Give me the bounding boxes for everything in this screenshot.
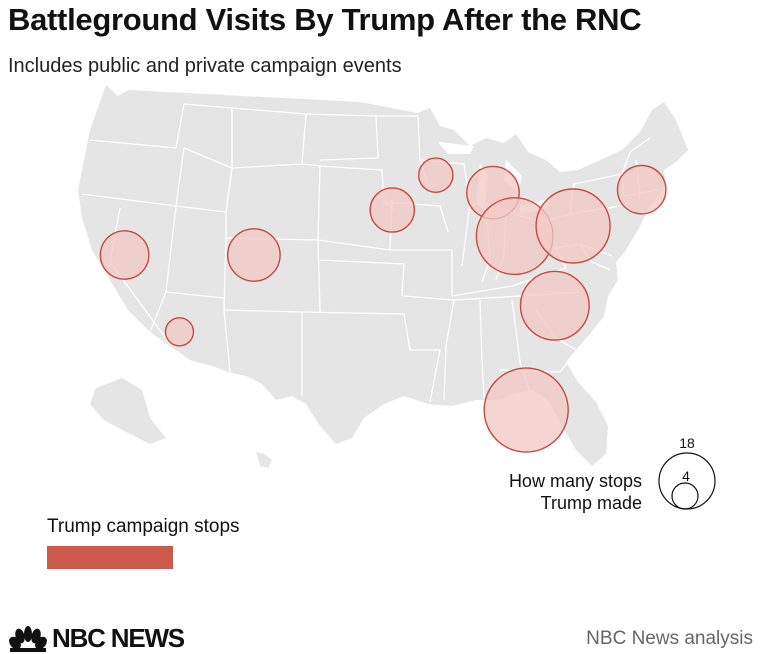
size-legend-graphic: 18 4 [658,435,716,510]
brand-name: NBC NEWS [52,623,185,653]
size-legend: How many stops Trump made [509,470,642,514]
land-layer [78,85,688,468]
size-legend-large-value: 18 [679,435,695,451]
bubble-north-carolina [519,270,590,341]
us-landmass [78,85,688,466]
page-subtitle: Includes public and private campaign eve… [8,55,402,77]
color-legend-swatch [47,546,173,569]
size-legend-small-value: 4 [682,468,690,484]
hawaii-landmass [256,452,272,468]
bubble-wisconsin [417,157,454,193]
nbc-news-logo: NBC NEWS [8,623,185,654]
bubble-nevada [99,230,150,280]
page-title: Battleground Visits By Trump After the R… [8,2,642,37]
size-legend-label-line1: How many stops [508,471,642,491]
alaska-landmass [90,378,166,444]
bubble-layer [99,157,667,453]
bubble-florida [483,367,569,453]
color-legend-label: Trump campaign stops [47,516,240,537]
bubble-pennsylvania [535,188,611,264]
size-legend-label-line2: Trump made [540,493,642,513]
source-credit: NBC News analysis [586,628,753,649]
bubble-arizona [164,317,195,347]
peacock-icon [9,625,47,652]
size-legend-small-circle [671,482,699,510]
bubble-new-hampshire [616,164,667,215]
state-borders [81,103,667,403]
great-lakes [438,142,552,214]
bubble-iowa [369,187,416,233]
bubble-colorado [226,228,281,282]
